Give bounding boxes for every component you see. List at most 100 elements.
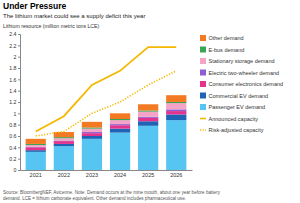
legend-swatch [200,81,206,87]
legend-label: Other demand [209,35,244,41]
x-axis: 2021 2022 2023 2024 2025 2026 [21,170,193,178]
y-tick-label: 0.2 [9,156,16,162]
bar [138,111,158,112]
y-tick: 0.2 [9,156,20,162]
y-tick-label: 0.4 [9,144,16,150]
y-tick-mark [18,34,20,35]
legend-label: E-bus demand [209,47,245,53]
legend-swatch [200,58,206,64]
bar [138,126,158,170]
y-tick: 0.4 [9,144,20,150]
chart: Under Pressure The lithium market could s… [0,0,300,203]
bar [82,136,102,139]
legend: Other demandE-bus demandStationary stora… [200,35,283,133]
y-tick-mark [18,113,20,114]
y-axis: 00.20.40.60.811.21.41.61.822.22.4 [9,31,20,173]
bar [54,141,74,144]
bar [110,113,130,119]
bar [26,150,46,152]
legend-label: Announced capacity [209,116,259,122]
y-tick-label: 1 [14,110,17,116]
y-tick: 2.2 [9,42,20,48]
y-axis-title: Lithium resource (million metric tons LC… [3,23,100,29]
x-tick-label: 2022 [58,172,70,178]
subtitle: The lithium market could see a supply de… [3,13,145,19]
y-tick-mark [18,79,20,80]
bar [82,122,102,128]
bar [82,128,102,129]
bar [138,104,158,110]
bar [110,125,130,128]
y-tick: 1.8 [9,65,20,71]
legend-swatch [200,35,206,41]
legend-label: Risk-adjusted capacity [209,127,264,133]
bar [26,147,46,150]
y-tick-mark [18,147,20,148]
bar [82,132,102,133]
y-tick: 1.6 [9,76,20,82]
bar [26,144,46,145]
bar [110,120,130,124]
bar [138,121,158,126]
bar [166,102,186,103]
x-tick: 2021 [30,170,42,178]
y-tick: 1.4 [9,88,20,94]
bar [166,120,186,170]
bar-series [26,111,187,150]
y-tick-label: 1.4 [9,88,16,94]
y-tick: 2.4 [9,31,20,37]
y-tick-mark [18,159,20,160]
x-tick-label: 2021 [30,172,42,178]
bar [54,144,74,146]
y-axis-line [18,35,21,171]
y-tick: 0 [14,167,20,173]
x-tick: 2026 [170,170,182,178]
x-tick-label: 2024 [114,172,126,178]
y-tick-label: 0 [14,167,17,173]
legend-label: Passenger EV demand [209,104,266,110]
y-tick: 1.2 [9,99,20,105]
bar [138,117,158,118]
y-tick: 1 [14,110,20,116]
x-tick: 2022 [58,170,70,178]
y-tick-mark [18,125,20,126]
bar [138,112,158,117]
x-tick: 2023 [86,170,98,178]
y-tick-label: 1.6 [9,76,16,82]
legend-swatch [200,93,206,99]
bar-series [26,120,187,170]
x-axis-line [21,170,193,171]
bar [166,95,186,102]
y-tick-mark [18,68,20,69]
y-tick-mark [18,45,20,46]
bar [110,119,130,120]
bar [26,145,46,147]
bar [82,133,102,136]
x-tick-label: 2023 [86,172,98,178]
bar [82,139,102,170]
bar [26,152,46,170]
bar [138,118,158,121]
bar [166,111,186,114]
bar [110,133,130,170]
bar [82,129,102,132]
bar [110,124,130,125]
bar [166,103,186,109]
y-tick-label: 1.2 [9,99,16,105]
legend-label: Consumer electronics demand [209,81,284,87]
legend-label: Electric two-wheeler demand [209,70,280,76]
bar [54,137,74,138]
legend-swatch [200,104,206,110]
y-tick-label: 1.8 [9,65,16,71]
legend-swatch [200,70,206,76]
y-tick: 0.8 [9,122,20,128]
y-tick-mark [18,102,20,103]
title: Under Pressure [3,1,67,11]
bar [26,139,46,144]
x-tick: 2024 [114,170,126,178]
x-tick: 2025 [142,170,154,178]
y-tick-mark [18,136,20,137]
legend-swatch [200,118,206,120]
bar [54,146,74,170]
bar [54,138,74,140]
